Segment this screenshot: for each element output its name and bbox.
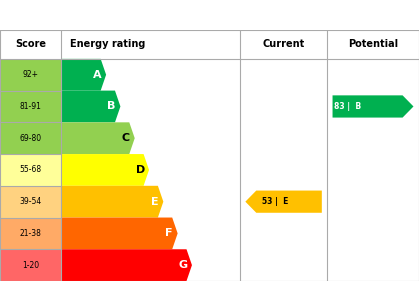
Bar [0,186,61,217]
Text: 39-54: 39-54 [20,197,42,206]
Polygon shape [61,217,178,249]
Text: E: E [151,197,158,207]
Bar [0,122,61,154]
Polygon shape [61,59,106,90]
Text: Energy rating: Energy rating [70,39,145,49]
Bar [0,154,61,186]
Text: 81-91: 81-91 [20,102,41,111]
Text: 55-68: 55-68 [20,166,42,175]
Text: Current: Current [262,39,305,49]
Text: 92+: 92+ [23,70,39,79]
Text: 21-38: 21-38 [20,229,41,238]
Polygon shape [61,90,120,122]
Text: D: D [136,165,145,175]
Polygon shape [246,191,322,213]
Text: 69-80: 69-80 [20,134,42,143]
Polygon shape [333,95,414,117]
Text: 1-20: 1-20 [22,261,39,270]
Text: A: A [93,70,102,80]
Bar [0,90,61,122]
Bar [0,249,61,281]
Text: 53 |  E: 53 | E [262,197,288,206]
Bar [0,217,61,249]
Polygon shape [61,122,135,154]
Polygon shape [61,154,149,186]
Text: 83 |  B: 83 | B [334,102,361,111]
Text: C: C [122,133,130,143]
Text: G: G [178,260,188,270]
Text: Potential: Potential [348,39,398,49]
Text: F: F [165,228,173,238]
Polygon shape [61,249,192,281]
Text: Score: Score [15,39,46,49]
Text: B: B [107,101,116,112]
Polygon shape [61,186,163,217]
Bar [0,59,61,90]
